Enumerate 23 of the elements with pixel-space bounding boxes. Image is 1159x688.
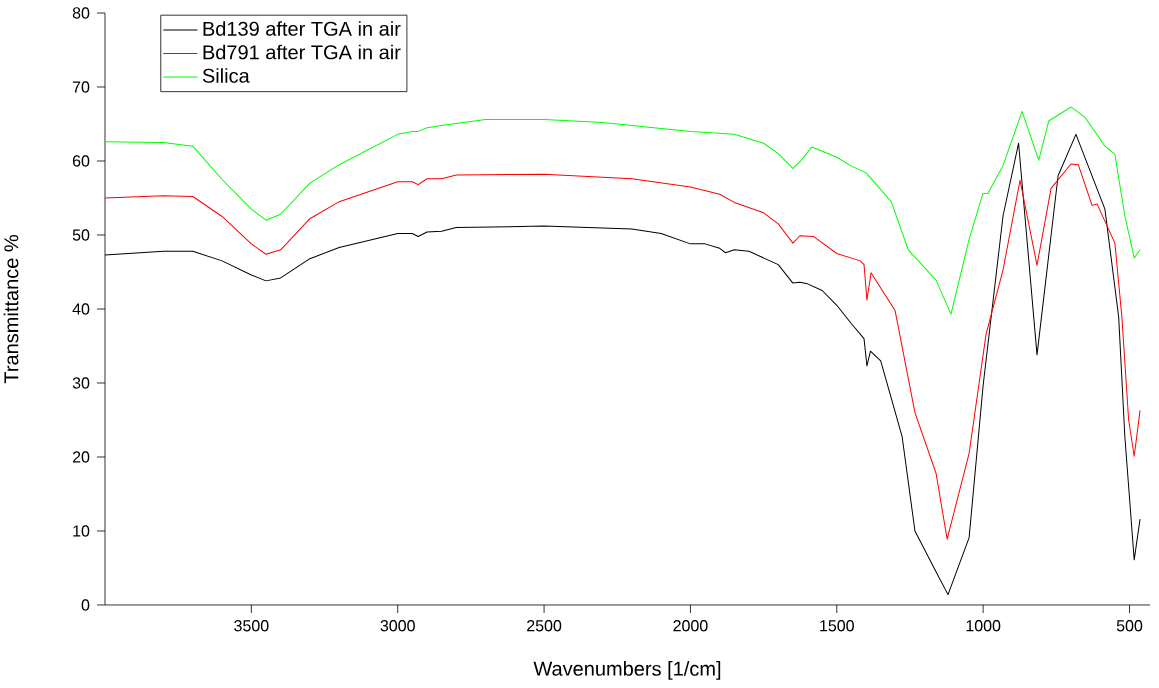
y-tick-label: 50 [72, 229, 90, 241]
x-tick-label: 3000 [380, 620, 415, 632]
y-tick-label: 40 [72, 303, 90, 315]
y-tick-label: 0 [81, 599, 90, 611]
y-axis-title: Transmittance % [3, 235, 19, 384]
x-tick-label: 3500 [234, 620, 269, 632]
x-axis-title: Wavenumbers [1/cm] [533, 661, 721, 680]
x-tick-label: 500 [1116, 620, 1143, 632]
x-tick-label: 2500 [527, 620, 562, 632]
y-tick-label: 80 [72, 7, 90, 19]
y-tick-label: 30 [72, 377, 90, 389]
x-tick-label: 1500 [820, 620, 854, 632]
y-tick-label: 70 [72, 81, 90, 93]
line-series [105, 106, 1141, 315]
y-tick-label: 20 [72, 451, 90, 463]
y-tick-label: 60 [72, 155, 90, 167]
x-tick-label: 1000 [966, 620, 1001, 632]
y-tick-label: 10 [73, 525, 90, 537]
x-tick-label: 2000 [673, 620, 708, 632]
legend-label: Silica [202, 68, 250, 83]
line-series [105, 163, 1141, 540]
legend-label: Bd791 after TGA in air [203, 44, 401, 60]
legend-label: Bd139 after TGA in air [203, 21, 401, 36]
